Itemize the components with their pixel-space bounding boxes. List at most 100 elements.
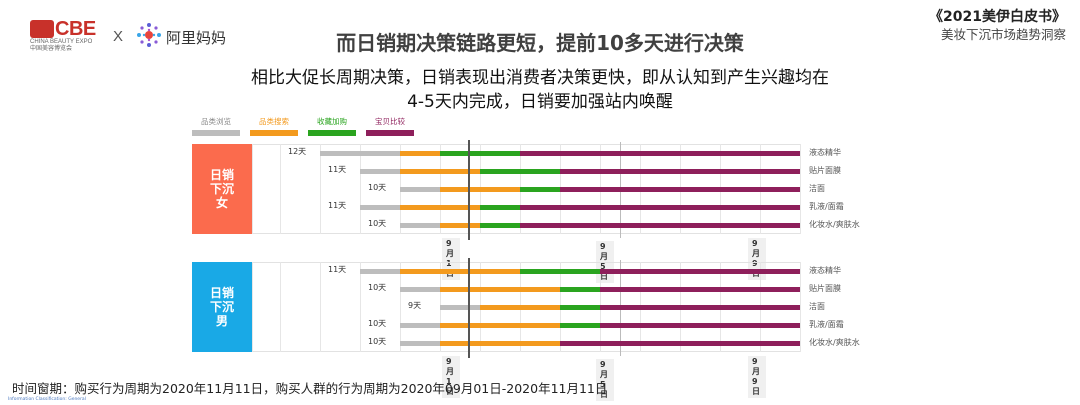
category-label: 乳液/面霜	[809, 202, 844, 211]
bar-segment	[600, 305, 800, 310]
bar-segment	[360, 205, 400, 210]
legend-swatch	[192, 130, 240, 136]
grid-line	[360, 144, 361, 234]
bar-segment	[440, 287, 560, 292]
date-tick-label: 9月9日	[748, 356, 766, 398]
bar-segment	[480, 205, 520, 210]
bar-segment	[440, 305, 480, 310]
bar-segment	[440, 151, 520, 156]
category-label: 贴片面膜	[809, 284, 841, 293]
gantt-bar	[400, 341, 800, 346]
alimama-logo-icon	[137, 23, 161, 47]
legend-label: 宝贝比较	[375, 117, 405, 126]
bar-segment	[520, 269, 600, 274]
bar-segment	[440, 341, 560, 346]
footnote: 时间窗期：购买行为周期为2020年11月11日，购买人群的行为周期为2020年0…	[12, 381, 608, 396]
gantt-bar	[360, 205, 800, 210]
bar-segment	[400, 287, 440, 292]
legend-swatch	[308, 130, 356, 136]
duration-label: 10天	[368, 219, 387, 228]
chart-grid	[252, 144, 800, 234]
duration-label: 11天	[328, 201, 347, 210]
grid-line	[400, 262, 401, 352]
gantt-bar	[360, 169, 800, 174]
category-label: 液态精华	[809, 266, 841, 275]
panel-label: 日销 下沉 女	[192, 144, 252, 234]
bar-segment	[520, 205, 800, 210]
duration-label: 9天	[408, 301, 422, 310]
duration-label: 11天	[328, 165, 347, 174]
page-subline: 相比大促长周期决策，日销表现出消费者决策更快，即从认知到产生兴趣均在 4-5天内…	[251, 68, 829, 112]
bar-segment	[360, 169, 400, 174]
duration-label: 10天	[368, 183, 387, 192]
bar-segment	[480, 223, 520, 228]
alimama-logo-text: 阿里妈妈	[166, 29, 227, 47]
bar-segment	[560, 187, 800, 192]
date-tick-label: 9月5日	[596, 359, 614, 401]
duration-label: 12天	[288, 147, 307, 156]
bar-segment	[400, 151, 440, 156]
bar-segment	[480, 305, 560, 310]
category-label: 贴片面膜	[809, 166, 841, 175]
bar-segment	[360, 269, 400, 274]
legend-item: 品类搜索	[250, 116, 298, 136]
sept1-marker-line	[468, 140, 470, 240]
gantt-bar	[360, 269, 800, 274]
gantt-bar	[400, 323, 800, 328]
legend-swatch	[250, 130, 298, 136]
bar-segment	[520, 151, 800, 156]
category-label: 化妆水/爽肤水	[809, 338, 860, 347]
classification-label: Information Classification: General	[8, 397, 86, 402]
bar-segment	[400, 323, 440, 328]
bar-segment	[600, 323, 800, 328]
duration-label: 10天	[368, 319, 387, 328]
sept1-marker-line	[468, 258, 470, 358]
category-label: 化妆水/爽肤水	[809, 220, 860, 229]
logo-separator: X	[113, 28, 124, 45]
legend-item: 宝贝比较	[366, 116, 414, 136]
bar-segment	[560, 323, 600, 328]
legend-label: 品类浏览	[201, 117, 231, 126]
cbe-logo: CBE CHINA BEAUTY EXPO 中国美容博览会	[30, 18, 96, 52]
panel-label: 日销 下沉 男	[192, 262, 252, 352]
grid-line	[320, 144, 321, 234]
report-subtitle: 美妆下沉市场趋势洞察	[940, 27, 1066, 42]
grid-line	[800, 144, 801, 234]
cbe-mark-icon	[30, 20, 54, 38]
grid-line	[252, 144, 253, 234]
bar-segment	[400, 269, 520, 274]
bar-segment	[320, 151, 400, 156]
page-headline: 而日销期决策链路更短，提前10多天进行决策	[336, 31, 744, 55]
legend-label: 收藏加购	[317, 117, 347, 126]
bar-segment	[520, 223, 800, 228]
grid-line	[360, 262, 361, 352]
legend-swatch	[366, 130, 414, 136]
grid-line	[280, 144, 281, 234]
chart-grid	[252, 262, 800, 352]
bar-segment	[560, 169, 800, 174]
bar-segment	[600, 269, 800, 274]
bar-segment	[520, 187, 560, 192]
duration-label: 10天	[368, 337, 387, 346]
bar-segment	[480, 169, 560, 174]
bar-segment	[440, 223, 480, 228]
category-label: 洁面	[809, 302, 825, 311]
grid-line	[280, 262, 281, 352]
category-label: 乳液/面霜	[809, 320, 844, 329]
bar-segment	[400, 169, 480, 174]
gantt-bar	[400, 187, 800, 192]
legend-label: 品类搜索	[259, 117, 289, 126]
bar-segment	[440, 323, 560, 328]
grid-line	[800, 262, 801, 352]
category-label: 液态精华	[809, 148, 841, 157]
bar-segment	[560, 305, 600, 310]
bar-segment	[440, 187, 520, 192]
bar-segment	[400, 205, 480, 210]
legend-item: 品类浏览	[192, 116, 240, 136]
duration-label: 11天	[328, 265, 347, 274]
duration-label: 10天	[368, 283, 387, 292]
legend-item: 收藏加购	[308, 116, 356, 136]
bar-segment	[400, 187, 440, 192]
gantt-bar	[400, 287, 800, 292]
grid-line	[320, 262, 321, 352]
